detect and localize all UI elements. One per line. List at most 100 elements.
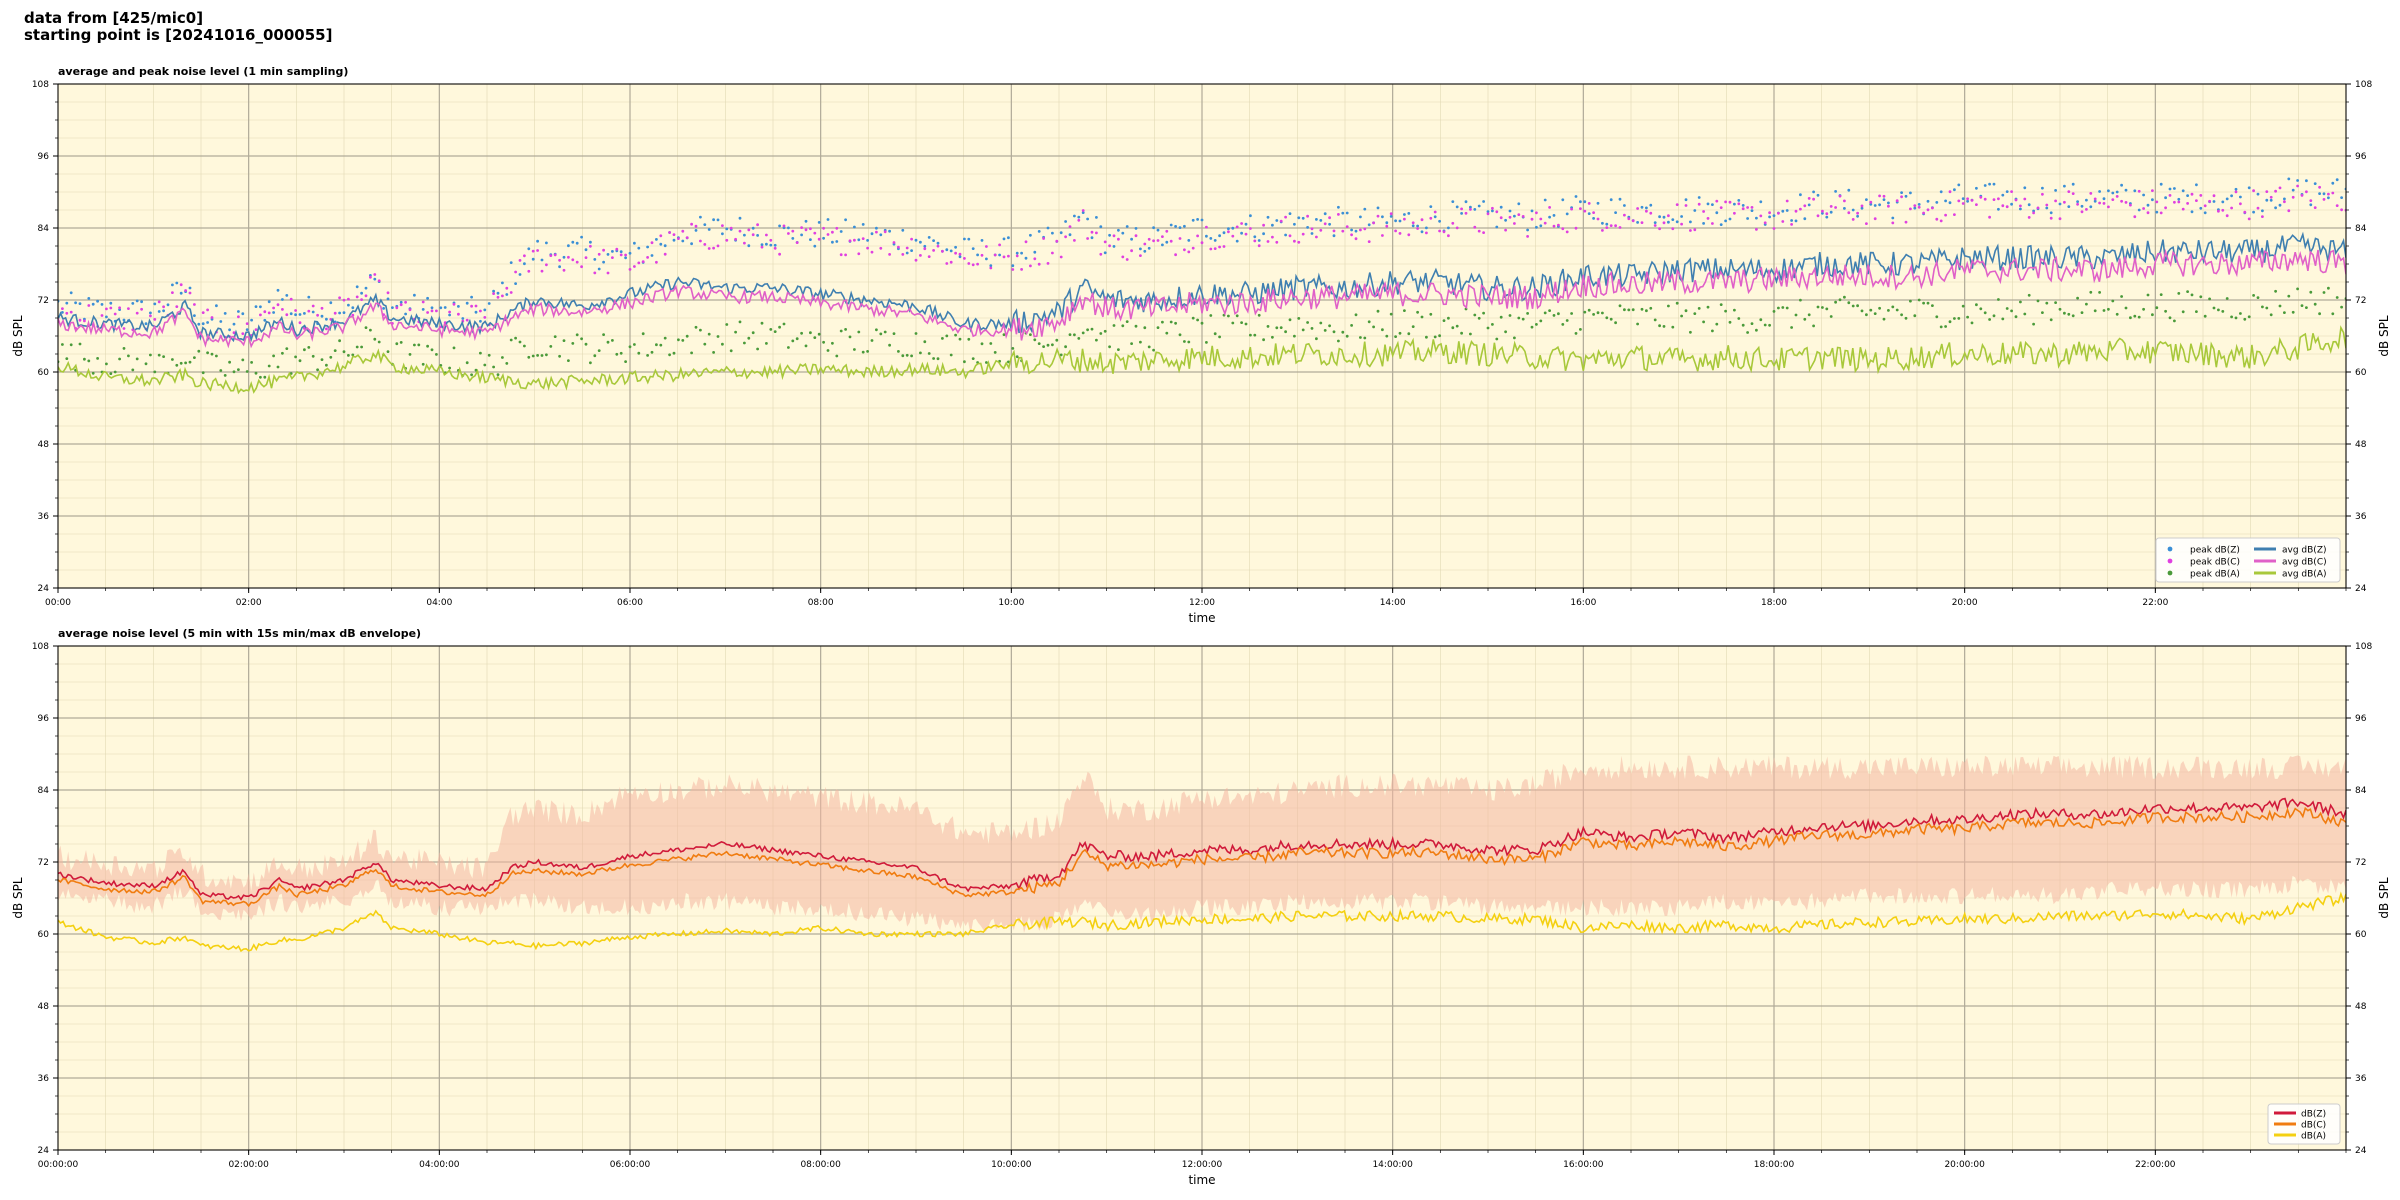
scatter-point [707,247,711,250]
scatter-point [1909,191,1912,195]
scatter-point [787,232,790,235]
scatter-point [1618,197,1622,201]
scatter-point [1583,209,1587,213]
scatter-point [1103,240,1107,244]
scatter-point [1011,268,1015,271]
scatter-point [1372,221,1375,225]
scatter-point [971,263,975,267]
scatter-point [1851,304,1855,308]
scatter-point [1939,219,1943,223]
scatter-point [184,289,188,292]
scatter-point [1394,335,1397,338]
scatter-point [536,249,539,252]
scatter-point [325,317,328,321]
scatter-point [1913,206,1917,210]
scatter-point [245,328,249,331]
scatter-point [1843,295,1846,299]
scatter-point [1095,216,1098,219]
scatter-point [254,305,258,308]
scatter-point [1161,235,1164,239]
scatter-point [193,303,196,306]
scatter-point [760,243,764,247]
scatter-point [2014,315,2018,319]
scatter-point [1803,217,1807,221]
scatter-point [1293,222,1296,226]
scatter-point [817,221,821,224]
scatter-point [1029,233,1032,237]
line-db-a [58,891,2346,953]
scatter-point [1125,258,1129,261]
x-axis-label: time [1188,1173,1215,1187]
scatter-point [1429,312,1433,316]
scatter-point [998,253,1001,257]
scatter-point [2239,195,2242,199]
y-axis-label-right: dB SPL [2377,315,2391,357]
scatter-point [1323,222,1327,226]
scatter-point [501,356,504,359]
scatter-point [1869,308,1873,312]
scatter-point [1077,215,1081,219]
scatter-point [756,223,759,227]
scatter-point [496,291,500,295]
scatter-point [694,325,698,329]
scatter-point [1508,215,1512,219]
scatter-point [1359,336,1362,339]
scatter-point [2129,203,2132,207]
scatter-point [1112,234,1116,238]
scatter-point [1253,333,1257,337]
scatter-point [945,248,949,252]
scatter-point [954,333,957,337]
scatter-point [1196,218,1199,221]
scatter-point [2005,205,2009,209]
scatter-point [1737,202,1741,206]
scatter-point [1385,334,1389,338]
scatter-point [2027,203,2031,207]
scatter-point [545,241,548,245]
scatter-point [201,322,205,326]
scatter-point [589,361,592,365]
scatter-peak-db-a [58,286,2346,379]
scatter-point [1011,264,1015,268]
scatter-point [1354,229,1358,233]
scatter-point [1007,360,1010,364]
scatter-point [1482,231,1485,235]
x-axis-label: time [1188,611,1215,625]
scatter-point [2019,207,2022,211]
scatter-point [131,302,135,305]
scatter-point [2155,200,2159,204]
scatter-point [1306,321,1309,324]
scatter-point [637,351,641,355]
scatter-point [1618,304,1622,308]
scatter-point [1130,249,1133,253]
scatter-point [360,298,363,301]
scatter-point [703,243,707,246]
scatter-point [1081,331,1085,335]
scatter-point [1759,200,1763,204]
scatter-point [1785,306,1789,310]
scatter-point [237,368,240,371]
scatter-point [963,257,966,260]
scatter-point [276,365,280,369]
scatter-point [179,291,183,295]
scatter-point [743,241,746,245]
scatter-point [853,238,856,242]
scatter-point [1653,318,1657,322]
scatter-point [531,354,535,358]
scatter-point [655,238,658,241]
scatter-point [2291,188,2295,192]
scatter-point [1425,231,1428,235]
scatter-point [646,256,649,259]
scatter-point [1865,313,1868,317]
scatter-point [430,306,434,310]
scatter-point [1640,307,1644,311]
scatter-point [2283,200,2286,204]
scatter-point [910,354,913,358]
scatter-point [2107,205,2110,209]
scatter-point [1869,202,1873,206]
scatter-point [2208,199,2212,203]
scatter-point [1799,298,1802,302]
scatter-point [2265,198,2269,202]
scatter-point [971,247,975,251]
scatter-point [413,293,416,297]
scatter-point [1583,200,1587,204]
